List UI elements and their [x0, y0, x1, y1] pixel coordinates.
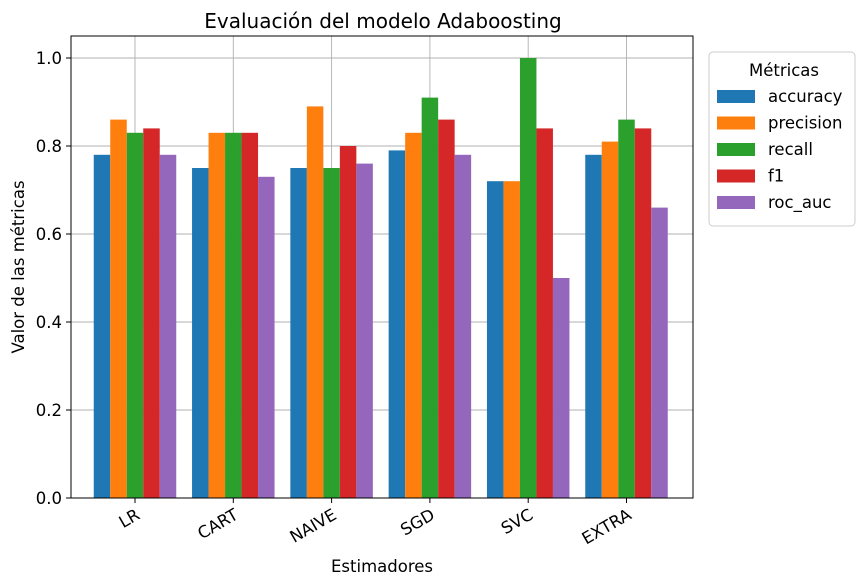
y-tick-label: 0.6 [36, 225, 62, 244]
bar-accuracy [192, 168, 209, 498]
legend-swatch-recall [717, 143, 755, 156]
y-tick-label: 0.8 [36, 137, 62, 156]
y-tick-label: 0.4 [36, 313, 62, 332]
bar-precision [405, 132, 422, 499]
bar-recall [126, 132, 144, 499]
bar-accuracy [486, 181, 504, 498]
legend-title: Métricas [749, 61, 819, 80]
bar-roc_auc [552, 278, 570, 498]
y-tick-label: 0.0 [36, 489, 62, 508]
bar-f1 [634, 128, 652, 498]
bar-recall [323, 168, 340, 498]
x-axis: LR CART NAIVE SGD SVC EXTRA [116, 498, 636, 549]
legend-label-precision: precision [768, 114, 842, 133]
bar-f1 [536, 128, 553, 498]
legend-label-accuracy: accuracy [768, 87, 843, 106]
bar-recall [618, 119, 635, 498]
bar-recall [225, 132, 242, 499]
legend-swatch-precision [717, 116, 755, 130]
bar-accuracy [290, 168, 307, 498]
legend-swatch-accuracy [717, 90, 755, 103]
x-tick-label: SGD [397, 505, 438, 539]
y-tick-label: 0.2 [36, 401, 62, 420]
legend: Métricas accuracy precision recall f1 roc_au… [708, 51, 856, 227]
bar-f1 [339, 146, 357, 498]
x-tick-label: LR [116, 505, 143, 532]
bars [93, 58, 668, 499]
y-tick-label: 1.0 [36, 49, 62, 68]
bar-recall [421, 97, 439, 498]
bar-precision [208, 132, 226, 499]
legend-items: accuracy precision recall f1 roc_auc [717, 87, 843, 213]
bar-roc_auc [651, 207, 668, 498]
bar-roc_auc [258, 176, 275, 499]
bar-precision [601, 141, 619, 498]
legend-label-recall: recall [768, 140, 813, 159]
x-tick-label: NAIVE [287, 505, 340, 547]
legend-label-roc_auc: roc_auc [768, 193, 831, 213]
legend-swatch-roc_auc [717, 196, 755, 209]
bar-accuracy [388, 150, 406, 498]
x-tick-label: SVC [498, 505, 536, 538]
bar-precision [306, 106, 324, 499]
y-axis: 0.0 0.2 0.4 0.6 0.8 1.0 [36, 49, 71, 508]
bar-f1 [241, 132, 259, 499]
legend-swatch-f1 [717, 169, 755, 183]
bar-accuracy [585, 154, 602, 499]
x-tick-label: EXTRA [579, 505, 636, 549]
x-tick-label: CART [194, 505, 242, 543]
y-axis-label: Valor de las métricas [9, 180, 28, 353]
x-axis-label: Estimadores [331, 557, 433, 576]
chart-title: Evaluación del modelo Adaboosting [204, 9, 561, 33]
bar-precision [110, 119, 127, 498]
bar-accuracy [93, 154, 111, 499]
bar-f1 [143, 128, 160, 498]
bar-recall [519, 58, 537, 498]
bar-roc_auc [356, 163, 373, 498]
bar-roc_auc [454, 154, 472, 499]
bar-f1 [438, 119, 455, 498]
plot-area [70, 35, 694, 499]
bar-roc_auc [159, 154, 177, 499]
bar-precision [503, 181, 520, 498]
legend-label-f1: f1 [768, 167, 784, 186]
